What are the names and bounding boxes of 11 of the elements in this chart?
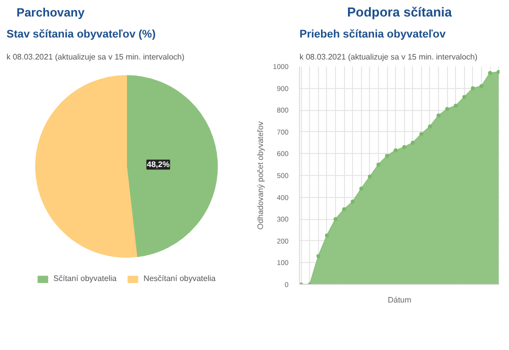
chart-title: Stav sčítania obyvateľov (%) xyxy=(6,28,156,40)
chart-subtitle: k 08.03.2021 (aktualizuje sa v 15 min. intervaloch) xyxy=(6,52,185,62)
chart-title: Priebeh sčítania obyvateľov xyxy=(300,28,446,40)
text: Podpora sčítania xyxy=(347,4,453,20)
legend-label: Sčítaní obyvatelia xyxy=(53,274,117,283)
y-axis-title: Odhadovaný počet obyvateľov xyxy=(256,121,265,230)
chart-subtitle: k 08.03.2021 (aktualizuje sa v 15 min. intervaloch) xyxy=(300,52,478,62)
text: Parchovany xyxy=(16,6,85,20)
legend-label: Nesčítaní obyvatelia xyxy=(144,274,216,283)
x-axis-title: Dátum xyxy=(388,296,412,304)
data-label: 48,2% xyxy=(146,160,170,170)
